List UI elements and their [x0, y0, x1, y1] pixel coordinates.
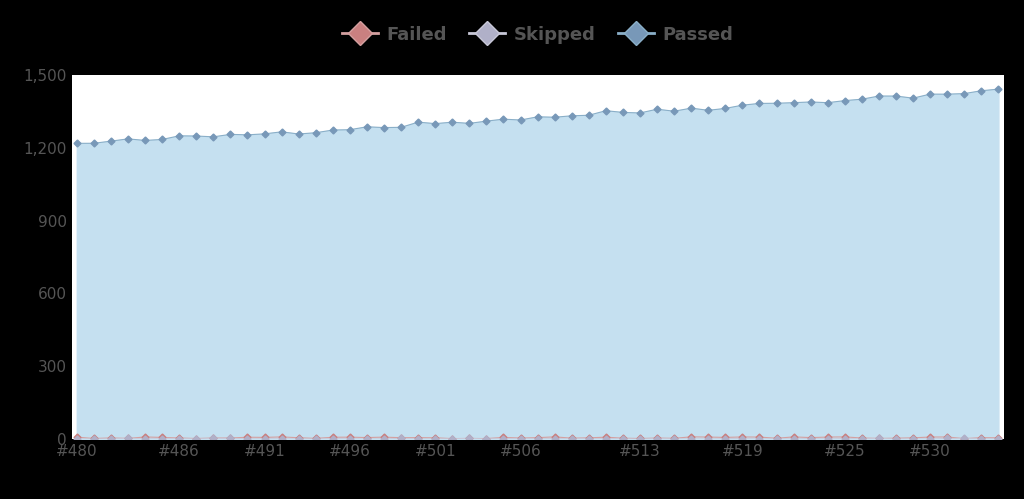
- Legend: Failed, Skipped, Passed: Failed, Skipped, Passed: [335, 18, 740, 51]
